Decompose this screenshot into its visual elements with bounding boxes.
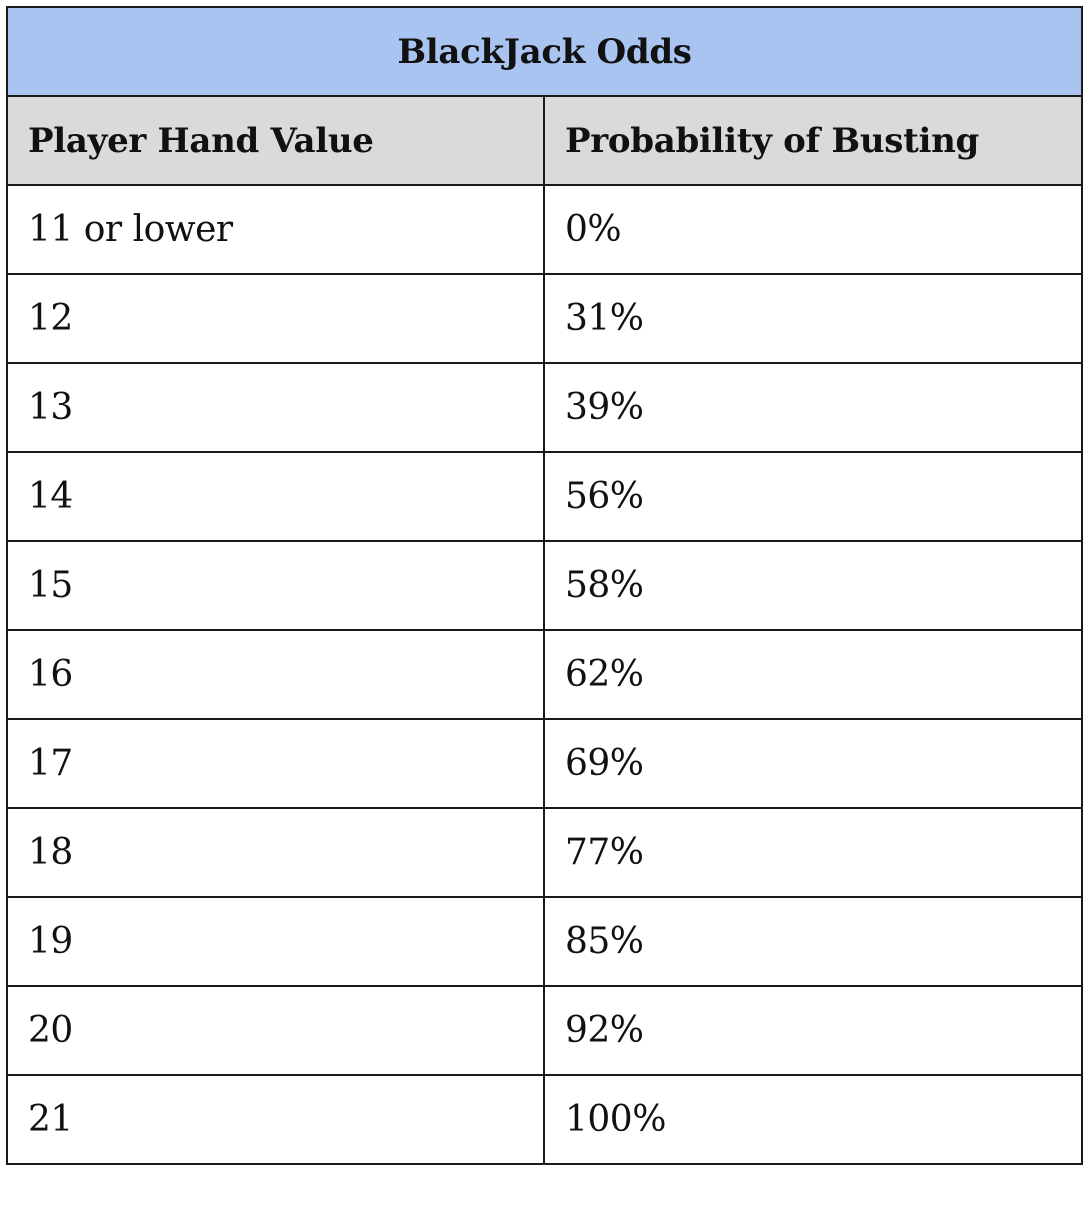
bust-probability-cell: 39% xyxy=(542,362,1084,453)
table-row: 20 92% xyxy=(6,985,1084,1076)
bust-probability-cell: 100% xyxy=(542,1074,1084,1165)
bust-probability-cell: 0% xyxy=(542,184,1084,275)
column-header-player-hand-value: Player Hand Value xyxy=(6,95,545,186)
table-row: 17 69% xyxy=(6,718,1084,809)
table-row: 12 31% xyxy=(6,273,1084,364)
table-row: 16 62% xyxy=(6,629,1084,720)
table-body: 11 or lower 0% 12 31% 13 39% 14 56% 15 58% 16 62% 17… xyxy=(6,184,1084,1165)
player-hand-value-cell: 19 xyxy=(6,896,545,987)
bust-probability-cell: 58% xyxy=(542,540,1084,631)
player-hand-value-cell: 14 xyxy=(6,451,545,542)
player-hand-value-cell: 20 xyxy=(6,985,545,1076)
bust-probability-cell: 85% xyxy=(542,896,1084,987)
bust-probability-cell: 31% xyxy=(542,273,1084,364)
bust-probability-cell: 77% xyxy=(542,807,1084,898)
player-hand-value-cell: 17 xyxy=(6,718,545,809)
bust-probability-cell: 69% xyxy=(542,718,1084,809)
table-row: 21 100% xyxy=(6,1074,1084,1165)
player-hand-value-cell: 12 xyxy=(6,273,545,364)
table-row: 18 77% xyxy=(6,807,1084,898)
table-title: BlackJack Odds xyxy=(5,6,1084,97)
table-row: 11 or lower 0% xyxy=(6,184,1084,275)
player-hand-value-cell: 11 or lower xyxy=(6,184,545,275)
player-hand-value-cell: 15 xyxy=(6,540,545,631)
table-row: 15 58% xyxy=(6,540,1084,631)
table-header-row: Player Hand Value Probability of Busting xyxy=(6,95,1084,186)
table-title-row: BlackJack Odds xyxy=(5,6,1084,97)
player-hand-value-cell: 16 xyxy=(6,629,545,720)
column-header-probability-of-busting: Probability of Busting xyxy=(542,95,1084,186)
bust-probability-cell: 92% xyxy=(542,985,1084,1076)
player-hand-value-cell: 21 xyxy=(6,1074,545,1165)
table-row: 14 56% xyxy=(6,451,1084,542)
bust-probability-cell: 62% xyxy=(542,629,1084,720)
player-hand-value-cell: 18 xyxy=(6,807,545,898)
table-row: 19 85% xyxy=(6,896,1084,987)
bust-probability-cell: 56% xyxy=(542,451,1084,542)
player-hand-value-cell: 13 xyxy=(6,362,545,453)
blackjack-odds-table: BlackJack Odds Player Hand Value Probabi… xyxy=(5,6,1084,1165)
table-row: 13 39% xyxy=(6,362,1084,453)
